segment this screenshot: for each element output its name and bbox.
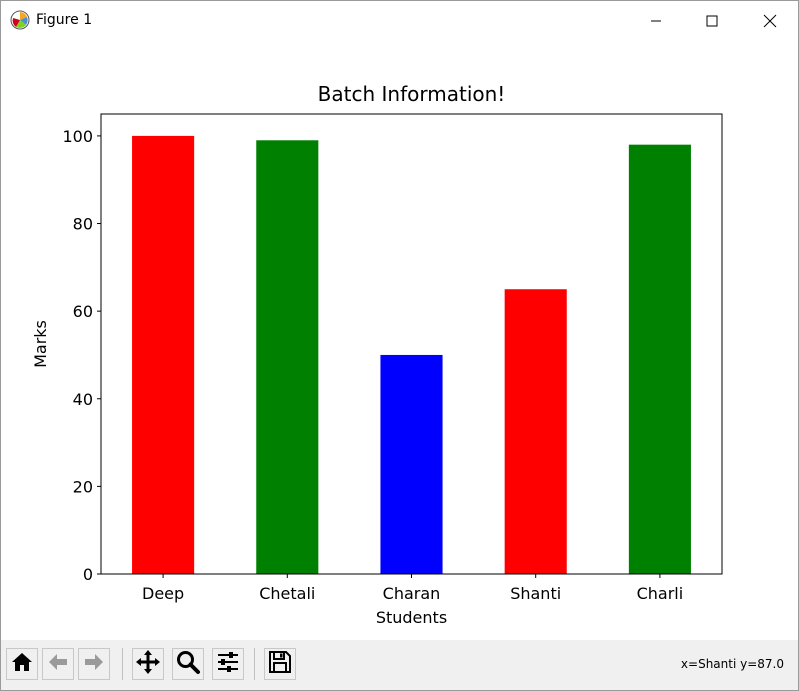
configure-subplots-icon (215, 649, 241, 679)
y-tick-label: 20 (73, 477, 93, 496)
save-icon (267, 649, 293, 679)
bar-shanti (504, 289, 567, 574)
cursor-coordinates: x=Shanti y=87.0 (680, 657, 784, 671)
chart-title: Batch Information! (318, 82, 506, 106)
navigation-toolbar: x=Shanti y=87.0 (1, 640, 798, 690)
y-axis-label: Marks (31, 320, 50, 368)
bar-deep (132, 135, 195, 574)
x-tick-label: Chetali (259, 584, 315, 603)
pan-icon (135, 649, 161, 679)
back-arrow-icon (46, 650, 70, 678)
back-button[interactable] (42, 648, 74, 680)
forward-arrow-icon (82, 650, 106, 678)
bar-chart: Deep Chetali Charan Shanti Charli 0 20 40 60 80 10… (31, 82, 723, 627)
zoom-icon (175, 649, 201, 679)
home-button[interactable] (6, 648, 38, 680)
y-tick-label: 100 (62, 127, 93, 146)
zoom-button[interactable] (172, 648, 204, 680)
bar-charli (628, 144, 691, 574)
y-tick-label: 60 (73, 302, 93, 321)
minimize-button[interactable] (627, 1, 685, 40)
x-tick-label: Deep (142, 584, 184, 603)
bar-charan (380, 354, 443, 574)
toolbar-separator (254, 648, 255, 680)
x-tick-label: Shanti (510, 584, 561, 603)
x-tick-label: Charan (383, 584, 441, 603)
maximize-button[interactable] (683, 1, 741, 40)
y-tick-label: 0 (83, 565, 93, 584)
axes-frame (100, 113, 723, 575)
home-icon (10, 650, 34, 678)
figure-canvas[interactable]: Deep Chetali Charan Shanti Charli 0 20 40 60 80 10… (1, 40, 798, 640)
save-button[interactable] (264, 648, 296, 680)
forward-button[interactable] (78, 648, 110, 680)
window-title: Figure 1 (36, 12, 93, 28)
x-tick-label: Charli (637, 584, 684, 603)
pan-button[interactable] (132, 648, 164, 680)
close-button[interactable] (741, 1, 798, 40)
y-tick-label: 80 (73, 215, 93, 234)
bar-chetali (256, 140, 319, 574)
toolbar-separator (122, 648, 123, 680)
matplotlib-logo-icon (10, 10, 30, 30)
y-tick-label: 40 (73, 390, 93, 409)
maximize-icon (706, 15, 718, 27)
x-axis-label: Students (376, 608, 447, 627)
close-icon (763, 14, 777, 28)
title-bar[interactable]: Figure 1 (1, 1, 798, 40)
minimize-icon (650, 15, 662, 27)
configure-subplots-button[interactable] (212, 648, 244, 680)
